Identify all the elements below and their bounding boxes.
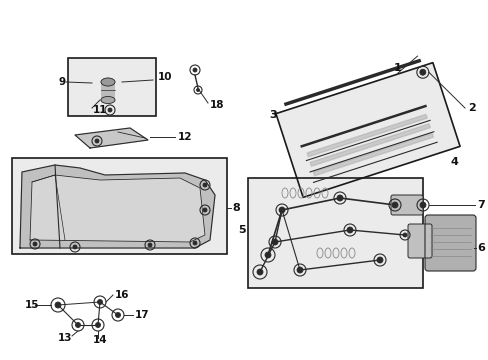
Circle shape <box>115 312 120 318</box>
Polygon shape <box>30 175 204 242</box>
Text: 2: 2 <box>467 103 475 113</box>
Circle shape <box>402 233 406 237</box>
Text: 1: 1 <box>393 63 401 73</box>
Circle shape <box>196 89 199 91</box>
Bar <box>101 82 115 100</box>
Circle shape <box>33 242 37 246</box>
Text: 7: 7 <box>476 200 484 210</box>
Text: 11: 11 <box>93 105 107 115</box>
Circle shape <box>257 269 263 275</box>
Circle shape <box>148 243 152 247</box>
Text: 16: 16 <box>115 290 129 300</box>
FancyBboxPatch shape <box>424 215 475 271</box>
Circle shape <box>193 241 197 245</box>
Circle shape <box>419 69 425 75</box>
Circle shape <box>296 267 303 273</box>
Circle shape <box>279 207 285 213</box>
Circle shape <box>108 108 112 112</box>
Circle shape <box>336 195 342 201</box>
Text: 14: 14 <box>93 335 107 345</box>
Circle shape <box>203 208 206 212</box>
Text: 10: 10 <box>158 72 172 82</box>
Circle shape <box>346 227 352 233</box>
Circle shape <box>376 257 382 263</box>
Text: 12: 12 <box>178 132 192 142</box>
FancyBboxPatch shape <box>407 224 431 258</box>
Circle shape <box>73 245 77 249</box>
Circle shape <box>391 202 397 208</box>
Text: 15: 15 <box>25 300 39 310</box>
Circle shape <box>97 300 102 305</box>
FancyBboxPatch shape <box>390 195 422 215</box>
Text: 3: 3 <box>268 110 276 120</box>
Text: 9: 9 <box>59 77 65 87</box>
Polygon shape <box>20 165 215 248</box>
Circle shape <box>55 302 61 308</box>
Text: 18: 18 <box>209 100 224 110</box>
Bar <box>68 58 156 116</box>
Text: 8: 8 <box>231 203 239 213</box>
Polygon shape <box>275 63 459 197</box>
Text: 17: 17 <box>135 310 149 320</box>
Ellipse shape <box>101 96 115 104</box>
Circle shape <box>203 183 206 187</box>
Bar <box>247 178 422 288</box>
Circle shape <box>95 139 99 143</box>
Circle shape <box>419 202 425 208</box>
Polygon shape <box>309 124 429 166</box>
Polygon shape <box>75 128 148 148</box>
Text: 4: 4 <box>449 157 457 167</box>
Circle shape <box>264 252 270 258</box>
Ellipse shape <box>101 78 115 86</box>
Circle shape <box>193 68 197 72</box>
Text: 13: 13 <box>58 333 72 343</box>
Circle shape <box>95 323 101 328</box>
Polygon shape <box>306 114 427 157</box>
Text: 6: 6 <box>476 243 484 253</box>
Circle shape <box>271 239 278 245</box>
Polygon shape <box>313 133 432 176</box>
Text: 5: 5 <box>238 225 245 235</box>
Circle shape <box>75 323 81 328</box>
Bar <box>12 158 226 254</box>
